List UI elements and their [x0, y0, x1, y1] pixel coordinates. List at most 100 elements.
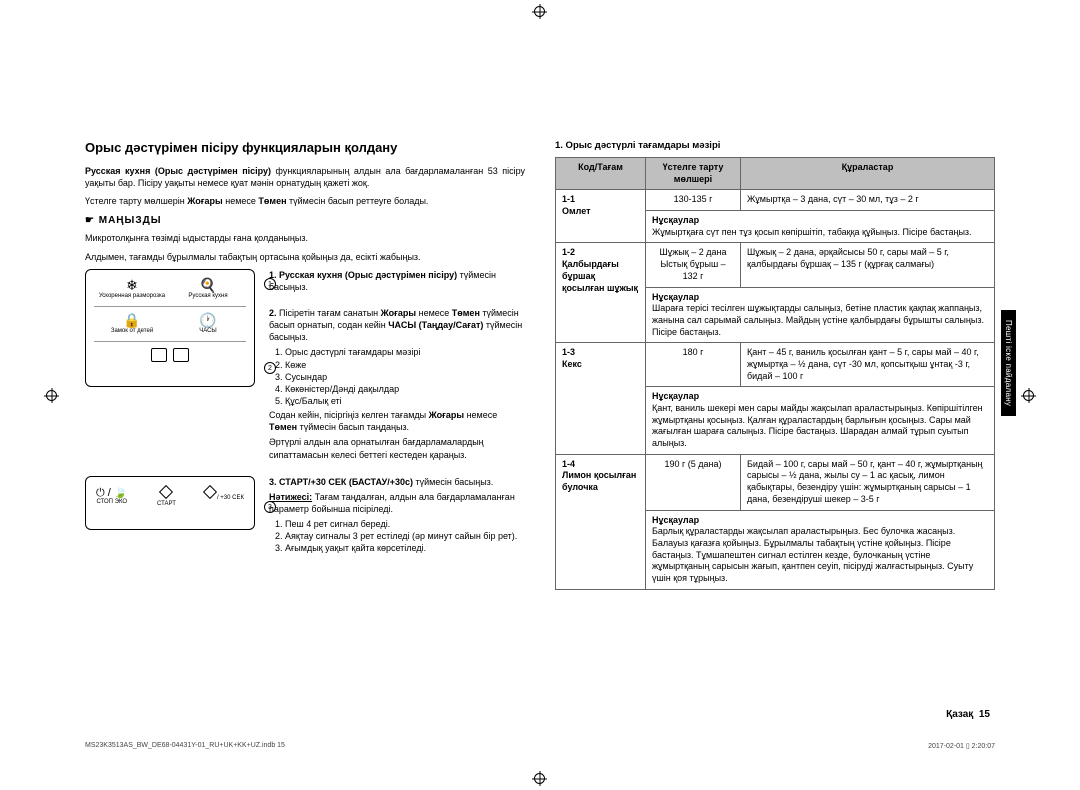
intro2-e: түймесін басып реттеуге болады. — [287, 196, 429, 206]
down-button-icon — [151, 348, 167, 362]
table-row: 1-4Лимон қосылған булочка190 г (5 дана)Б… — [556, 454, 995, 510]
cell-code: 1-1Омлет — [556, 190, 646, 243]
th-portion: Үстелге тарту мөлшері — [646, 158, 741, 190]
footer: MS23K3513AS_BW_DE68-04431Y-01_RU+UK+KK+U… — [85, 742, 995, 750]
important-heading: МАҢЫЗДЫ — [85, 215, 525, 226]
step1-title: 1. Русская кухня (Орыс дәстүрімен пісіру… — [269, 270, 457, 280]
important-2: Алдымен, тағамды бұрылмалы табақтың орта… — [85, 251, 525, 263]
stop-eco-label: СТОП ЭКО — [96, 499, 127, 505]
th-code: Код/Тағам — [556, 158, 646, 190]
step2-c: немесе — [416, 308, 452, 318]
page-lang: Қазақ — [946, 709, 973, 720]
intro1-bold: Русская кухня (Орыс дәстүрімен пісіру) — [85, 166, 276, 176]
intro-paragraph-2: Үстелге тарту мөлшерін Жоғары немесе Төм… — [85, 195, 525, 207]
step2-li-2: Көже — [285, 359, 525, 371]
defrost-label: Ускоренная разморозка — [99, 293, 165, 299]
up-button-icon — [173, 348, 189, 362]
step2-li-4: Көкөністер/Дәнді дақылдар — [285, 383, 525, 395]
step2-num: 2. — [269, 308, 277, 318]
step2-li-3: Сусындар — [285, 371, 525, 383]
table-row: 1-3Кекс180 гҚант – 45 г, ваниль қосылған… — [556, 343, 995, 387]
cell-ingredients: Шұжық – 2 дана, әрқайсысы 50 г, сары май… — [741, 243, 995, 287]
table-title: 1. Орыс дәстүрлі тағамдары мәзірі — [555, 140, 995, 151]
cell-code: 1-3Кекс — [556, 343, 646, 455]
step2t-e: түймесін басып таңдаңыз. — [297, 422, 409, 432]
russian-kitchen-icon: 🍳 — [170, 278, 246, 293]
plus30-icon — [203, 485, 217, 499]
step2-a: Пісіретін тағам санатын — [277, 308, 381, 318]
start-label: СТАРТ — [157, 501, 176, 507]
step2-list: Орыс дәстүрлі тағамдары мәзірі Көже Сусы… — [269, 346, 525, 407]
registration-mark — [46, 390, 57, 401]
table-row: 1-2Қалбырдағы бұршақ қосылған шұжықШұжық… — [556, 243, 995, 287]
step3-li-2: Аяқтау сигналы 3 рет естіледі (әр минут … — [285, 530, 525, 542]
control-panel-diagram-2: ⏻ / 🍃 СТОП ЭКО СТАРТ / +30 СЕК 3 — [85, 476, 255, 557]
cell-instructions: НұсқауларЖұмыртқаға сүт пен тұз қосып кө… — [646, 211, 995, 243]
intro2-c: немесе — [223, 196, 259, 206]
start-icon — [159, 485, 173, 499]
menu-table: Код/Тағам Үстелге тарту мөлшері Құраласт… — [555, 157, 995, 590]
step2-li-1: Орыс дәстүрлі тағамдары мәзірі — [285, 346, 525, 358]
cell-ingredients: Жұмыртқа – 3 дана, сүт – 30 мл, тұз – 2 … — [741, 190, 995, 211]
control-panel-diagram-1: ❄ Ускоренная разморозка 🍳 Русская кухня … — [85, 269, 255, 464]
page-num: 15 — [979, 709, 990, 720]
cell-portion: 130-135 г — [646, 190, 741, 211]
cell-instructions: НұсқауларҚант, ваниль шекері мен сары ма… — [646, 387, 995, 454]
step3-a: түймесін басыңыз. — [413, 477, 493, 487]
callout-2: 2 — [264, 362, 276, 374]
cell-portion: Шұжық – 2 данаЫстық бұрыш – 132 г — [646, 243, 741, 287]
step2t-a: Содан кейін, пісіргіңіз келген тағамды — [269, 410, 429, 420]
step2t-b: Жоғары — [429, 410, 464, 420]
page-number: Қазақ 15 — [946, 709, 990, 720]
cell-code: 1-2Қалбырдағы бұршақ қосылған шұжық — [556, 243, 646, 343]
right-column: 1. Орыс дәстүрлі тағамдары мәзірі Код/Та… — [555, 140, 995, 590]
cell-instructions: НұсқауларШараға терісі тесілген шұжықтар… — [646, 287, 995, 343]
cell-portion: 190 г (5 дана) — [646, 454, 741, 510]
registration-mark — [1023, 390, 1034, 401]
cell-portion: 180 г — [646, 343, 741, 387]
page-content: Орыс дәстүрімен пісіру функцияларын қолд… — [85, 140, 995, 590]
step3-li-1: Пеш 4 рет сигнал береді. — [285, 518, 525, 530]
important-1: Микротолқынға төзімді ыдыстарды ғана қол… — [85, 232, 525, 244]
intro-paragraph-1: Русская кухня (Орыс дәстүрімен пісіру) ф… — [85, 165, 525, 189]
footer-left: MS23K3513AS_BW_DE68-04431Y-01_RU+UK+KK+U… — [85, 742, 285, 750]
step-3-text: 3. СТАРТ/+30 СЕК (БАСТАУ/+30с) түймесін … — [269, 476, 525, 557]
step3-title: 3. СТАРТ/+30 СЕК (БАСТАУ/+30с) — [269, 477, 413, 487]
step2-b: Жоғары — [381, 308, 416, 318]
step2-li-5: Құс/Балық еті — [285, 395, 525, 407]
power-eco-icon: ⏻ / 🍃 — [96, 487, 128, 499]
step2t-d: Төмен — [269, 422, 297, 432]
cell-code: 1-4Лимон қосылған булочка — [556, 454, 646, 589]
cell-instructions: НұсқауларБарлық құраластарды жақсылап ар… — [646, 510, 995, 589]
defrost-icon: ❄ — [94, 278, 170, 293]
intro2-d: Төмен — [258, 196, 286, 206]
step-1-text: 1. Русская кухня (Орыс дәстүрімен пісіру… — [269, 269, 525, 464]
lock-icon: 🔒 — [94, 313, 170, 328]
footer-right: 2017-02-01 ▯ 2:20:07 — [928, 742, 995, 750]
callout-3: 3 — [264, 501, 276, 513]
step2t-c: немесе — [464, 410, 497, 420]
callout-1: 1 — [264, 278, 276, 290]
th-ingredients: Құраластар — [741, 158, 995, 190]
clock-icon: 🕐 — [170, 313, 246, 328]
step2-d: Төмен — [452, 308, 480, 318]
step3-res-label: Нәтижесі: — [269, 492, 312, 502]
left-column: Орыс дәстүрімен пісіру функцияларын қолд… — [85, 140, 525, 590]
step3-li-3: Ағымдық уақыт қайта көрсетіледі. — [285, 542, 525, 554]
intro2-b: Жоғары — [187, 196, 222, 206]
table-row: 1-1Омлет130-135 гЖұмыртқа – 3 дана, сүт … — [556, 190, 995, 211]
russian-kitchen-label: Русская кухня — [188, 293, 227, 299]
clock-label: ЧАСЫ — [199, 328, 217, 334]
side-tab: Пешті іске пайдалану — [1001, 310, 1016, 416]
step3-list: Пеш 4 рет сигнал береді. Аяқтау сигналы … — [269, 518, 525, 554]
cell-ingredients: Бидай – 100 г, сары май – 50 г, қант – 4… — [741, 454, 995, 510]
registration-mark — [534, 6, 545, 17]
step-3: ⏻ / 🍃 СТОП ЭКО СТАРТ / +30 СЕК 3 3. СТ — [85, 476, 525, 557]
intro2-a: Үстелге тарту мөлшерін — [85, 196, 187, 206]
table-header-row: Код/Тағам Үстелге тарту мөлшері Құраласт… — [556, 158, 995, 190]
step2-f: ЧАСЫ (Таңдау/Сағат) — [388, 320, 483, 330]
step-1: ❄ Ускоренная разморозка 🍳 Русская кухня … — [85, 269, 525, 464]
cell-ingredients: Қант – 45 г, ваниль қосылған қант – 5 г,… — [741, 343, 995, 387]
plus30-label: / +30 СЕК — [217, 495, 244, 501]
lock-label: Замок от детей — [111, 328, 153, 334]
